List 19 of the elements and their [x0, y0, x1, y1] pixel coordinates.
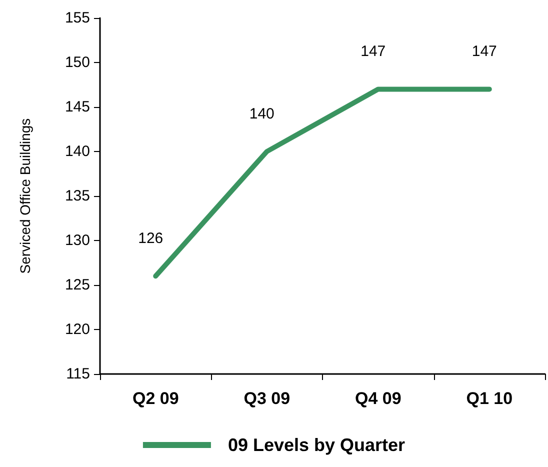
y-tick-label: 135	[64, 188, 90, 204]
legend-label: 09 Levels by Quarter	[228, 435, 406, 455]
y-tick-label: 115	[66, 366, 90, 382]
data-label: 126	[138, 230, 164, 248]
y-tick-label: 145	[64, 98, 90, 116]
y-tick-label: 120	[64, 321, 90, 338]
y-axis-title: Serviced Office Buildings	[17, 118, 33, 274]
data-label: 147	[360, 43, 386, 60]
x-tick-label: Q3 09	[244, 389, 290, 408]
data-label: 140	[249, 106, 274, 122]
y-tick-label: 150	[64, 54, 90, 71]
y-tick-label: 140	[64, 143, 90, 160]
data-label: 147	[472, 43, 497, 60]
x-tick-label: Q2 09	[132, 389, 179, 408]
y-tick-label: 125	[64, 276, 90, 294]
y-tick-label: 155	[64, 10, 90, 26]
y-tick-label: 130	[64, 232, 90, 249]
x-tick-label: Q1 10	[466, 389, 513, 408]
x-tick-label: Q4 09	[354, 389, 402, 408]
